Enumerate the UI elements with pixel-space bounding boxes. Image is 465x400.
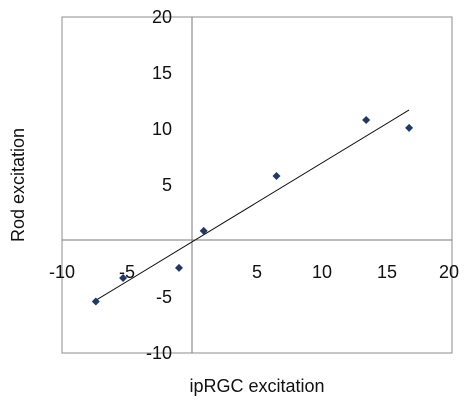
y-tick-label: 10 [152, 119, 172, 139]
x-tick-label: 10 [312, 262, 332, 282]
x-tick-label: 5 [252, 262, 262, 282]
y-tick-label: 5 [162, 175, 172, 195]
data-point [175, 263, 183, 272]
data-point [199, 226, 208, 235]
data-point [405, 123, 414, 132]
y-tick-label: 15 [152, 63, 172, 83]
data-points [91, 116, 414, 306]
data-point [362, 116, 371, 125]
y-axis-title: Rod excitation [8, 128, 28, 242]
data-point [119, 273, 128, 282]
trendline [95, 109, 410, 301]
plot-area [61, 16, 453, 354]
y-tick-label: -10 [146, 343, 172, 363]
x-axis-title: ipRGC excitation [189, 376, 324, 396]
x-tick-label: -5 [119, 262, 135, 282]
x-tick-label: 20 [439, 262, 459, 282]
data-point [91, 297, 100, 306]
x-tick-label: -10 [49, 262, 75, 282]
y-tick-label: 20 [152, 7, 172, 27]
y-tick-label: -5 [156, 287, 172, 307]
x-tick-label: 15 [377, 262, 397, 282]
data-point [272, 172, 281, 181]
